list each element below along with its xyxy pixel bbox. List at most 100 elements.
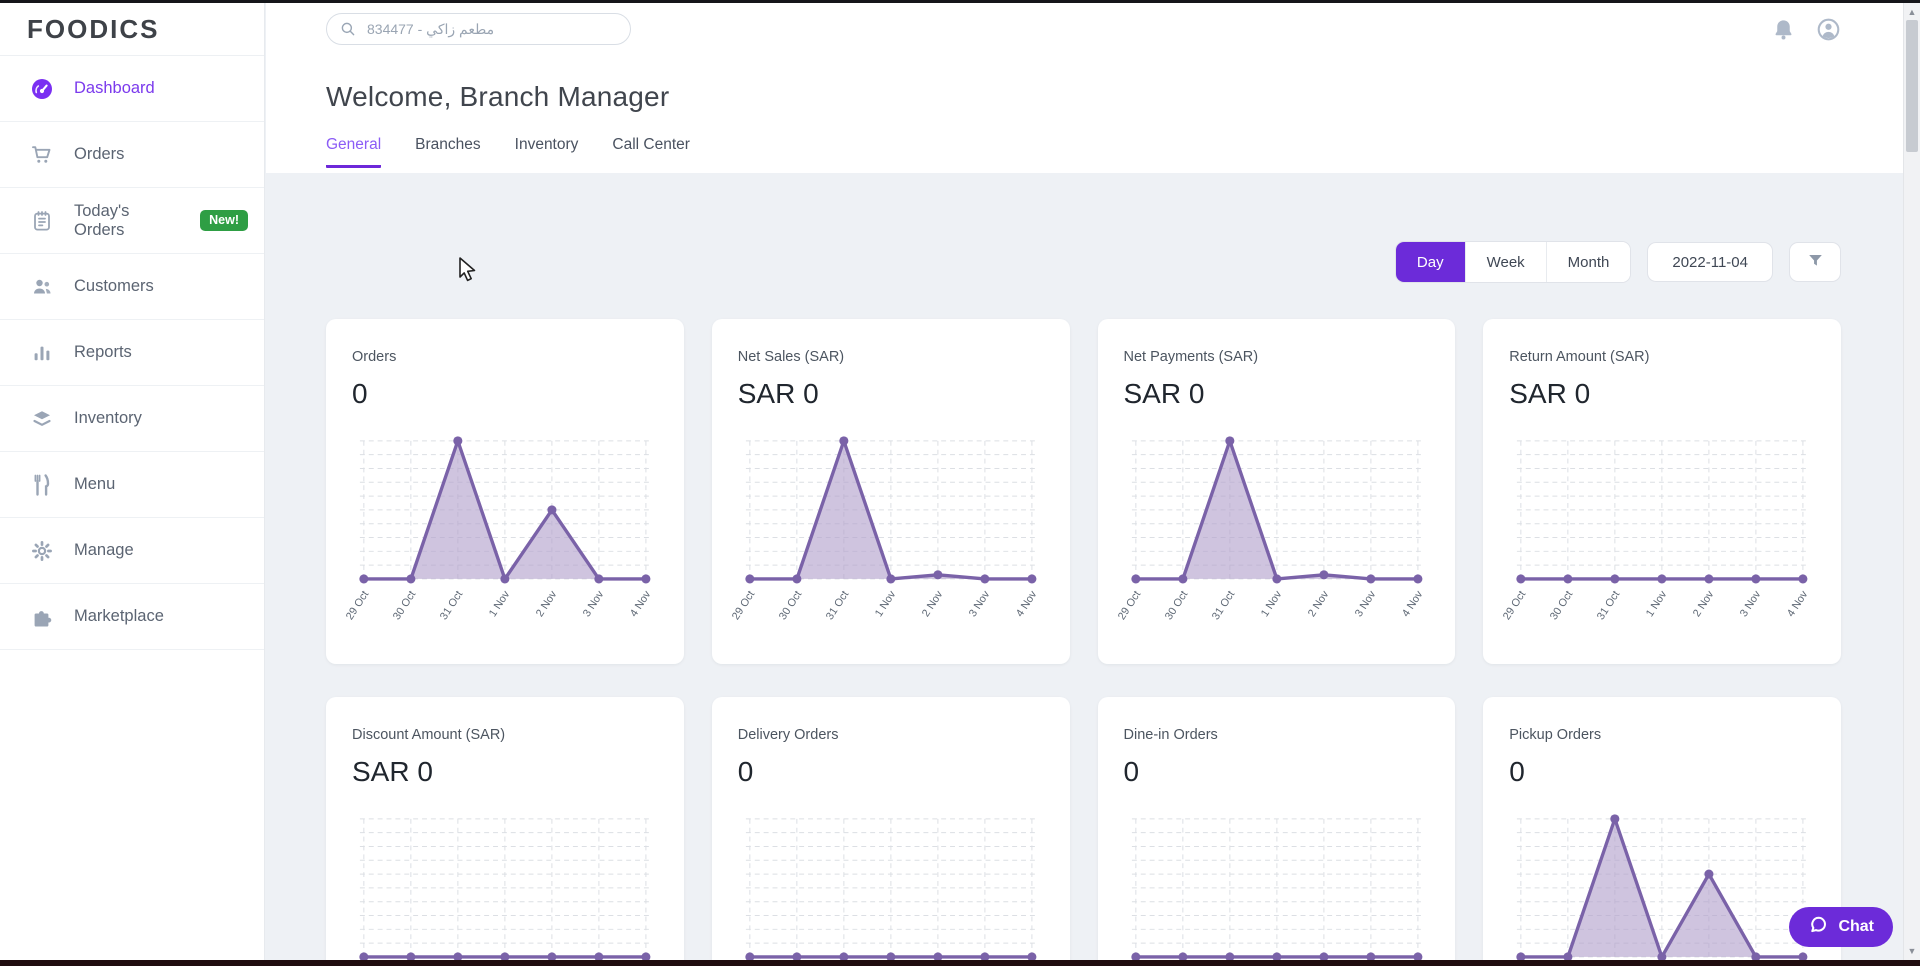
metric-card-title: Dine-in Orders — [1123, 727, 1218, 743]
sidebar-item-inventory[interactable]: Inventory — [0, 386, 264, 452]
svg-text:1 Nov: 1 Nov — [1258, 588, 1284, 619]
metric-card: Orders 0 29 Oct 30 Oct 31 Oct 1 Nov 2 Nov 3 N… — [326, 319, 684, 664]
sidebar-item-orders[interactable]: Orders — [0, 122, 264, 188]
sidebar-item-today-s-orders[interactable]: Today's Orders New! — [0, 188, 264, 254]
svg-text:31 Oct: 31 Oct — [438, 589, 465, 622]
svg-text:30 Oct: 30 Oct — [391, 589, 418, 622]
period-segmented-control: Day Week Month — [1394, 241, 1632, 283]
sidebar-item-customers[interactable]: Customers — [0, 254, 264, 320]
metric-card-value: 0 — [352, 378, 368, 409]
svg-text:3 Nov: 3 Nov — [1738, 588, 1764, 619]
metric-card-value: SAR 0 — [1509, 378, 1591, 409]
sidebar-item-menu[interactable]: Menu — [0, 452, 264, 518]
metric-card-value: SAR 0 — [1123, 378, 1205, 409]
search-input[interactable] — [365, 20, 618, 38]
foodics-logo: FOODICS — [0, 3, 264, 56]
tab-inventory[interactable]: Inventory — [514, 136, 579, 153]
svg-text:31 Oct: 31 Oct — [824, 589, 851, 622]
notepad-icon — [30, 209, 54, 233]
svg-text:4 Nov: 4 Nov — [1014, 588, 1040, 619]
page-header: Welcome, Branch Manager General Branches I… — [266, 55, 1903, 173]
metric-card-title: Pickup Orders — [1509, 727, 1602, 743]
tab-call-center[interactable]: Call Center — [612, 136, 690, 153]
customers-icon — [30, 275, 54, 299]
search-icon — [339, 20, 357, 38]
metric-card: Return Amount (SAR) SAR 0 29 Oct 30 Oct 31… — [1483, 319, 1841, 664]
date-picker-button[interactable]: 2022-11-04 — [1647, 242, 1773, 282]
svg-text:29 Oct: 29 Oct — [1501, 589, 1528, 622]
main-content: Welcome, Branch Manager General Branches I… — [266, 55, 1903, 960]
scrollbar-thumb[interactable] — [1906, 20, 1918, 152]
svg-text:1 Nov: 1 Nov — [1644, 588, 1670, 619]
metric-card-value: 0 — [1123, 756, 1140, 787]
svg-text:4 Nov: 4 Nov — [1399, 588, 1425, 619]
svg-text:31 Oct: 31 Oct — [1209, 589, 1236, 622]
utensils-icon — [30, 473, 54, 497]
svg-text:30 Oct: 30 Oct — [1548, 589, 1575, 622]
metric-card-value: SAR 0 — [352, 756, 433, 787]
metric-card: Net Sales (SAR) SAR 0 29 Oct 30 Oct 31 Oct… — [711, 319, 1070, 664]
svg-text:4 Nov: 4 Nov — [628, 588, 654, 619]
svg-text:29 Oct: 29 Oct — [730, 589, 757, 622]
svg-text:1 Nov: 1 Nov — [873, 588, 899, 619]
scroll-up-arrow-icon[interactable]: ▲ — [1907, 7, 1917, 17]
svg-text:30 Oct: 30 Oct — [777, 589, 804, 622]
sidebar-item-manage[interactable]: Manage — [0, 518, 264, 584]
svg-text:29 Oct: 29 Oct — [1115, 589, 1142, 622]
bar-chart-icon — [30, 341, 54, 365]
scroll-down-arrow-icon[interactable]: ▼ — [1907, 946, 1917, 956]
topbar — [266, 3, 1903, 55]
chat-bubble-icon — [1808, 914, 1829, 940]
search-box[interactable] — [326, 13, 631, 45]
window-bottom-edge — [0, 960, 1920, 966]
svg-text:4 Nov: 4 Nov — [1785, 588, 1811, 619]
metric-card: Net Payments (SAR) SAR 0 29 Oct 30 Oct 31 … — [1097, 319, 1456, 664]
sidebar-item-marketplace[interactable]: Marketplace — [0, 584, 264, 650]
metric-cards-grid: Orders 0 29 Oct 30 Oct 31 Oct 1 Nov 2 Nov 3 N… — [326, 319, 1841, 960]
metric-card-value: 0 — [737, 756, 754, 787]
metric-chart: 29 Oct 30 Oct 31 Oct 1 Nov 2 Nov 3 Nov 4 Nov — [730, 436, 1040, 622]
dashboard-icon — [30, 77, 54, 101]
bell-icon[interactable] — [1771, 17, 1796, 42]
sidebar-nav: Dashboard Orders Today's Orders New! Cus… — [0, 56, 264, 650]
metric-card-title: Return Amount (SAR) — [1509, 349, 1650, 365]
period-day-button[interactable]: Day — [1395, 242, 1465, 282]
svg-text:2 Nov: 2 Nov — [920, 588, 946, 619]
tab-branches[interactable]: Branches — [415, 136, 481, 153]
vertical-scrollbar[interactable]: ▲ ▼ — [1903, 3, 1920, 960]
period-week-button[interactable]: Week — [1464, 242, 1546, 282]
metric-chart: 29 Oct 30 Oct 31 Oct 1 Nov 2 Nov 3 Nov 4 Nov — [1115, 436, 1425, 622]
svg-text:30 Oct: 30 Oct — [1162, 589, 1189, 622]
chat-button[interactable]: Chat — [1789, 907, 1893, 947]
sidebar: FOODICS Dashboard Orders Today's Orders … — [0, 3, 265, 960]
sidebar-item-reports[interactable]: Reports — [0, 320, 264, 386]
filter-button[interactable] — [1789, 242, 1841, 282]
puzzle-icon — [30, 605, 54, 629]
svg-text:2 Nov: 2 Nov — [1305, 588, 1331, 619]
avatar-icon[interactable] — [1816, 17, 1841, 42]
page-title: Welcome, Branch Manager — [326, 81, 670, 112]
window-top-edge — [0, 0, 1920, 3]
tab-general[interactable]: General — [326, 136, 382, 168]
metric-card-title: Net Payments (SAR) — [1123, 349, 1259, 365]
metric-card-value: SAR 0 — [737, 378, 819, 409]
svg-text:1 Nov: 1 Nov — [487, 588, 513, 619]
metric-card-title: Discount Amount (SAR) — [352, 727, 506, 743]
metric-card-title: Orders — [352, 349, 397, 365]
metric-card-title: Delivery Orders — [737, 727, 839, 743]
new-badge: New! — [200, 210, 248, 231]
sidebar-item-dashboard[interactable]: Dashboard — [0, 56, 264, 122]
period-month-button[interactable]: Month — [1545, 242, 1631, 282]
svg-text:3 Nov: 3 Nov — [1352, 588, 1378, 619]
funnel-icon — [1806, 251, 1825, 273]
topbar-icons — [1771, 3, 1841, 55]
svg-text:3 Nov: 3 Nov — [967, 588, 993, 619]
